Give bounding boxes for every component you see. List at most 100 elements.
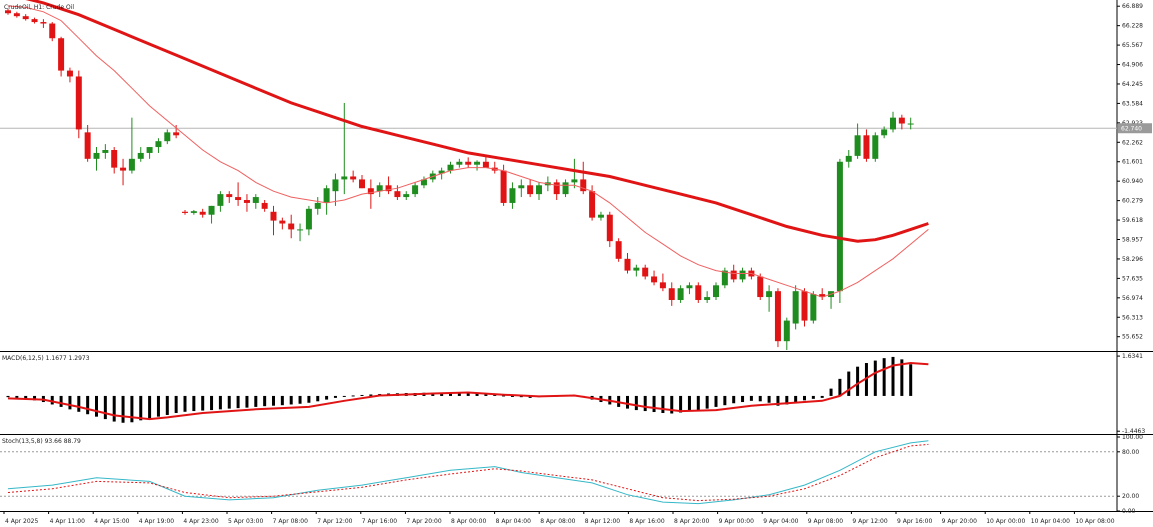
macd-bar [670,395,674,414]
candle-body [173,132,180,136]
candle-body [863,135,870,159]
macd-pane[interactable]: 1.6341 -1.4463 MACD(6,12,5) 1.1677 1.2973 [2,353,1145,435]
candle [509,182,516,209]
price-tick-label: 56.313 [1122,314,1143,321]
price-tick-label: 55.652 [1122,334,1143,341]
price-tick-label: 61.601 [1122,159,1143,166]
macd-bar [95,395,98,417]
price-pane[interactable]: 66.88966.22865.56764.90664.24563.58462.9… [0,0,1152,350]
macd-bar [369,394,373,396]
candle [49,22,56,42]
macd-bar [130,395,134,423]
moving-average-lines [7,0,929,298]
macd-bar [749,395,753,401]
time-tick-label: 8 Apr 08:00 [540,518,575,525]
candle [22,14,29,21]
candle [75,70,82,139]
macd-bar [502,395,506,397]
macd-bar [156,395,160,417]
time-tick-label: 7 Apr 12:00 [317,518,352,525]
macd-bar [210,395,214,411]
candle [359,175,365,189]
price-tick-label: 59.618 [1122,217,1143,224]
candle-body [305,208,312,230]
candle-body [810,294,817,321]
candlesticks[interactable] [5,8,914,350]
price-tick-label: 58.296 [1122,256,1143,263]
candle-body [279,220,286,224]
price-tick-label: 64.245 [1122,81,1143,88]
candle-body [580,179,587,192]
macd-bar [148,395,152,419]
candle-body [252,197,259,203]
time-tick-label: 4 Apr 19:00 [139,518,174,525]
time-tick-label: 4 Apr 11:00 [50,518,85,525]
candle-body [31,19,38,23]
candle-body [907,123,914,125]
candle-body [332,179,339,192]
candle-body [243,200,250,203]
macd-bar [59,395,63,407]
candle-body [633,267,640,271]
macd-bar [68,395,72,410]
candle [500,164,507,206]
candle [739,267,746,283]
candle [403,191,410,200]
candle-body [314,202,321,209]
candle [84,125,91,162]
macd-bar [758,395,762,402]
time-tick-label: 10 Apr 08:00 [1075,518,1114,525]
macd-bar [882,358,886,396]
candle-body [367,188,374,195]
time-tick-label: 7 Apr 16:00 [362,518,397,525]
macd-bar [661,395,665,414]
candle [261,200,268,212]
candle-body [182,211,188,213]
macd-bar [696,395,700,411]
price-tick-label: 65.567 [1122,42,1143,49]
macd-bar [245,395,249,408]
candle [686,282,693,295]
candle-body [695,285,702,300]
candle [606,211,613,248]
macd-bar [298,395,302,404]
candle-body [385,185,392,192]
macd-bar [449,392,452,396]
macd-bar [820,395,824,398]
macd-bar [121,395,125,423]
current-price-value: 62.740 [1121,126,1142,133]
macd-bar [732,395,736,404]
candle-body [509,188,516,203]
time-tick-label: 7 Apr 08:00 [273,518,308,525]
macd-bar [192,395,196,412]
macd-bar [316,395,320,402]
macd-bar [289,395,293,405]
macd-bar [174,395,178,414]
candle [845,150,852,168]
macd-bar [838,378,842,396]
candle-body [783,320,790,342]
candle-body [536,185,542,195]
candle-body [677,288,684,300]
macd-bar [333,395,337,398]
current-price-badge [1118,123,1152,134]
candle-body [704,297,711,300]
candle-body [721,270,728,286]
macd-signal-path [7,361,929,421]
time-tick-label: 4 Apr 23:00 [183,518,218,525]
candle-body [606,214,613,242]
time-tick-label: 8 Apr 12:00 [585,518,620,525]
candle-body [659,282,666,289]
stochastic-pane[interactable]: 100.00 80.00 20.00 0.00 Stoch(13,5,8) 93.66… [0,434,1143,515]
macd-bar [112,395,116,422]
candle-body [836,161,843,292]
time-tick-label: 9 Apr 16:00 [897,518,932,525]
candle [898,114,905,130]
candle [633,264,640,277]
candle [279,217,286,230]
macd-bar [280,395,284,406]
macd-axis: 1.6341 -1.4463 [1117,353,1145,435]
candle [721,267,728,289]
candle [102,144,109,159]
candle-body [562,182,569,195]
